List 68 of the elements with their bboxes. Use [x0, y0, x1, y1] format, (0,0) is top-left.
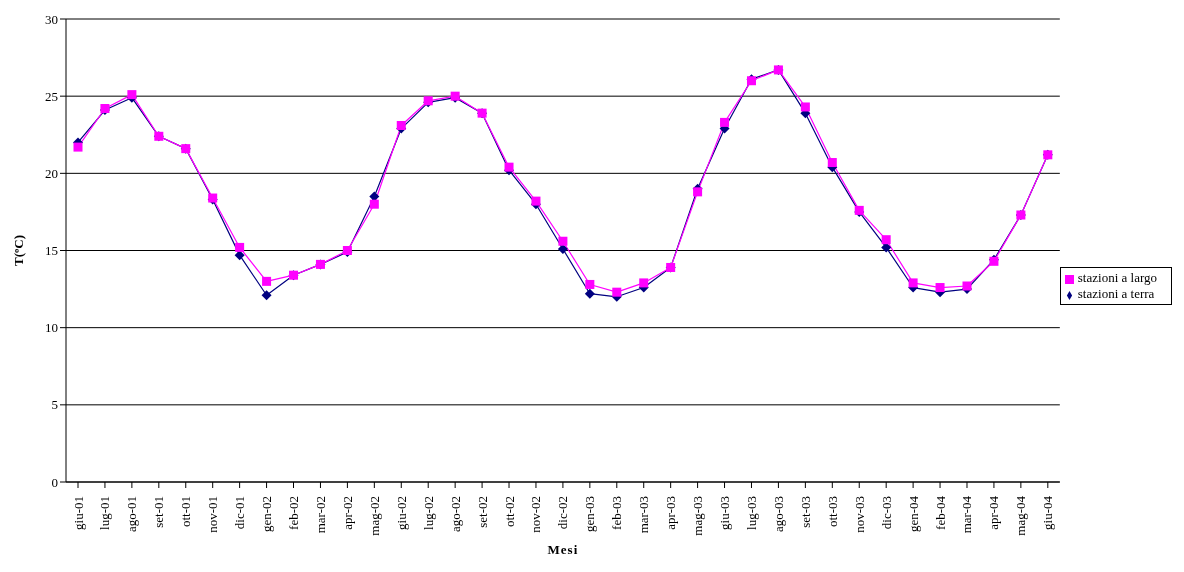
point: [935, 283, 945, 293]
x-tick-label: feb-02: [286, 496, 302, 530]
point: [962, 281, 972, 291]
x-tick-label: lug-01: [97, 496, 113, 530]
x-tick-label: gen-04: [905, 495, 921, 533]
point: [73, 142, 83, 152]
y-tick-label: 15: [45, 243, 58, 259]
x-tick-label: feb-03: [609, 496, 625, 530]
y-tick-label: 10: [45, 320, 58, 336]
x-tick-label: giu-01: [70, 496, 86, 530]
y-tick-label: 25: [45, 88, 58, 104]
legend-label: stazioni a largo: [1077, 270, 1157, 285]
x-tick-label: mag-03: [690, 496, 706, 536]
y-axis-title: T(ºC): [10, 234, 26, 267]
x-tick-label: set-03: [797, 496, 813, 528]
x-tick-label: mar-02: [312, 496, 328, 534]
x-tick-label: apr-04: [986, 495, 1002, 530]
x-tick-label: feb-04: [932, 495, 948, 530]
x-tick-label: nov-02: [528, 496, 544, 533]
x-tick-label: lug-02: [420, 496, 436, 530]
x-tick-label: ago-01: [124, 496, 140, 533]
x-tick-label: ott-03: [824, 496, 840, 528]
x-tick-label: mar-04: [959, 495, 975, 534]
point: [908, 278, 918, 288]
point: [827, 158, 837, 168]
point: [369, 199, 379, 209]
point: [612, 287, 622, 297]
x-tick-label: mag-04: [1013, 495, 1029, 536]
x-tick-label: gen-03: [582, 496, 598, 533]
point: [585, 279, 595, 289]
point: [639, 278, 649, 288]
x-axis-title: Mesi: [547, 542, 579, 557]
x-tick-label: apr-03: [663, 496, 679, 530]
point: [234, 250, 245, 261]
point: [800, 102, 810, 112]
x-tick-label: gen-02: [259, 496, 275, 533]
point: [531, 196, 541, 206]
point: [720, 117, 730, 127]
x-tick-label: dic-02: [555, 496, 571, 530]
point: [584, 288, 595, 299]
x-tick-label: ago-03: [770, 496, 786, 533]
x-tick-label: apr-02: [339, 496, 355, 530]
point: [262, 276, 272, 286]
x-tick-label: nov-03: [851, 496, 867, 533]
x-tick-label: ott-01: [178, 496, 194, 528]
point: [396, 120, 406, 130]
point: [235, 242, 245, 252]
point: [693, 187, 703, 197]
y-tick-label: 20: [45, 165, 58, 181]
point: [261, 290, 272, 301]
x-tick-label: ott-02: [501, 496, 517, 528]
point: [504, 162, 514, 172]
x-tick-label: lug-03: [743, 496, 759, 530]
y-tick-label: 0: [51, 474, 58, 490]
x-tick-label: set-01: [151, 496, 167, 528]
x-tick-label: ago-02: [447, 496, 463, 533]
x-tick-label: dic-03: [878, 496, 894, 530]
x-tick-label: dic-01: [232, 496, 248, 530]
x-tick-label: mar-03: [636, 496, 652, 534]
y-tick-label: 5: [51, 397, 58, 413]
x-tick-label: nov-01: [205, 496, 221, 533]
x-tick-label: giu-04: [1040, 495, 1056, 530]
x-tick-label: set-02: [474, 496, 490, 528]
x-tick-label: mag-02: [366, 496, 382, 536]
x-tick-label: giu-02: [393, 496, 409, 530]
x-tick-label: giu-03: [717, 496, 733, 530]
y-tick-label: 30: [45, 11, 58, 27]
legend-label: stazioni a terra: [1077, 286, 1155, 301]
